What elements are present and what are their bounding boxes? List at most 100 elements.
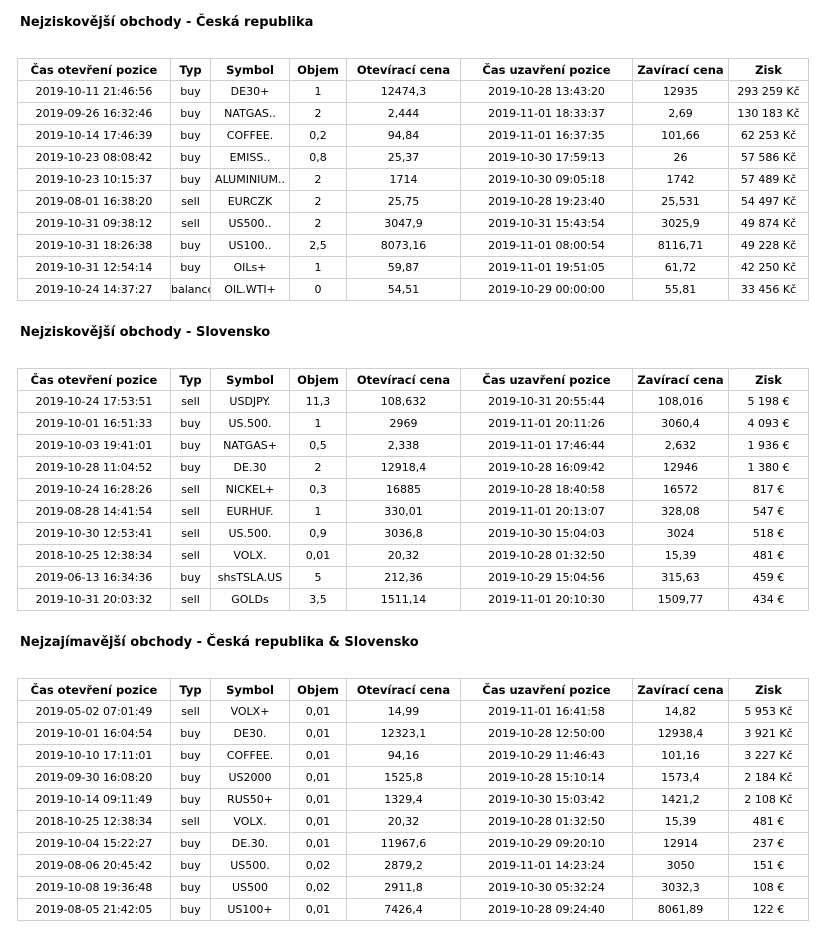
data-row: 2019-08-28 14:41:54 sell EURHUF. 1 330,01 201… [17, 500, 809, 523]
cell: 2019-10-30 05:32:24 [460, 876, 633, 899]
cell: buy [170, 788, 211, 811]
data-row: 2019-09-30 16:08:20 buy US2000 0,01 1525,8 20… [17, 766, 809, 789]
cell: 49 874 Kč [728, 212, 809, 235]
cell: 817 € [728, 478, 809, 501]
cell: 2019-11-01 17:46:44 [460, 434, 633, 457]
cell: 94,16 [346, 744, 461, 767]
cell: 2 [289, 212, 347, 235]
cell: sell [170, 588, 211, 611]
cell: 108,016 [632, 390, 729, 413]
cell: 1525,8 [346, 766, 461, 789]
cell: 12914 [632, 832, 729, 855]
cell: buy [170, 102, 211, 125]
cell: 2019-10-30 09:05:18 [460, 168, 633, 191]
cell: 0,01 [289, 766, 347, 789]
cell: 547 € [728, 500, 809, 523]
cell: buy [170, 876, 211, 899]
cell: 2019-10-24 16:28:26 [17, 478, 171, 501]
header-cell: Symbol [210, 678, 290, 701]
cell: 14,82 [632, 700, 729, 723]
trades-table: Čas otevření pozice Typ Symbol Objem Otevíra… [17, 58, 809, 301]
cell: 151 € [728, 854, 809, 877]
cell: 2019-11-01 20:11:26 [460, 412, 633, 435]
cell: 42 250 Kč [728, 256, 809, 279]
cell: buy [170, 766, 211, 789]
cell: 2 [289, 168, 347, 191]
cell: 2019-11-01 16:37:35 [460, 124, 633, 147]
cell: GOLDs [210, 588, 290, 611]
cell: buy [170, 456, 211, 479]
cell: 33 456 Kč [728, 278, 809, 301]
cell: 2019-10-29 09:20:10 [460, 832, 633, 855]
cell: 2019-10-28 11:04:52 [17, 456, 171, 479]
data-row: 2019-10-24 14:37:27 balance OIL.WTI+ 0 54,51… [17, 278, 809, 301]
cell: DE30+ [210, 80, 290, 103]
cell: 5 [289, 566, 347, 589]
cell: 20,32 [346, 544, 461, 567]
header-cell: Čas otevření pozice [17, 678, 171, 701]
cell: 2 108 Kč [728, 788, 809, 811]
cell: OIL.WTI+ [210, 278, 290, 301]
cell: 7426,4 [346, 898, 461, 921]
cell: 2969 [346, 412, 461, 435]
cell: 0,01 [289, 722, 347, 745]
cell: 12323,1 [346, 722, 461, 745]
cell: EURCZK [210, 190, 290, 213]
section-title: Nejziskovější obchody - Česká republika [20, 15, 314, 30]
cell: 2019-10-29 11:46:43 [460, 744, 633, 767]
data-row: 2019-10-24 16:28:26 sell NICKEL+ 0,3 16885 20… [17, 478, 809, 501]
data-row: 2019-10-03 19:41:01 buy NATGAS+ 0,5 2,338 201… [17, 434, 809, 457]
header-cell: Objem [289, 58, 347, 81]
cell: 2019-10-31 20:55:44 [460, 390, 633, 413]
cell: 14,99 [346, 700, 461, 723]
cell: buy [170, 854, 211, 877]
data-row: 2019-06-13 16:34:36 buy shsTSLA.US 5 212,36 2… [17, 566, 809, 589]
cell: 49 228 Kč [728, 234, 809, 257]
cell: US2000 [210, 766, 290, 789]
cell: 518 € [728, 522, 809, 545]
cell: 2019-10-28 15:10:14 [460, 766, 633, 789]
cell: 2019-10-31 09:38:12 [17, 212, 171, 235]
cell: 2019-11-01 18:33:37 [460, 102, 633, 125]
cell: 2019-10-30 12:53:41 [17, 522, 171, 545]
cell: 3 921 Kč [728, 722, 809, 745]
header-cell: Zisk [728, 678, 809, 701]
cell: 57 586 Kč [728, 146, 809, 169]
cell: 2019-10-14 17:46:39 [17, 124, 171, 147]
cell: buy [170, 146, 211, 169]
cell: 2 184 Kč [728, 766, 809, 789]
cell: 20,32 [346, 810, 461, 833]
cell: 2019-10-23 08:08:42 [17, 146, 171, 169]
cell: 2019-10-04 15:22:27 [17, 832, 171, 855]
header-cell: Čas otevření pozice [17, 58, 171, 81]
data-row: 2019-10-14 09:11:49 buy RUS50+ 0,01 1329,4 20… [17, 788, 809, 811]
header-cell: Typ [170, 368, 211, 391]
cell: 2019-09-30 16:08:20 [17, 766, 171, 789]
cell: US100+ [210, 898, 290, 921]
cell: US500. [210, 854, 290, 877]
cell: 11,3 [289, 390, 347, 413]
header-cell: Otevírací cena [346, 678, 461, 701]
data-row: 2019-10-23 10:15:37 buy ALUMINIUM.. 2 1714 20… [17, 168, 809, 191]
cell: sell [170, 212, 211, 235]
data-row: 2019-10-08 19:36:48 buy US500 0,02 2911,8 201… [17, 876, 809, 899]
cell: 2019-10-23 10:15:37 [17, 168, 171, 191]
cell: 3025,9 [632, 212, 729, 235]
cell: buy [170, 168, 211, 191]
data-row: 2019-10-14 17:46:39 buy COFFEE. 0,2 94,84 201… [17, 124, 809, 147]
section: Nejziskovější obchody - Slovensko Čas ote… [0, 310, 822, 620]
cell: 2,444 [346, 102, 461, 125]
cell: 2018-10-25 12:38:34 [17, 544, 171, 567]
cell: VOLX. [210, 810, 290, 833]
cell: 2019-10-24 17:53:51 [17, 390, 171, 413]
cell: 2019-10-28 13:43:20 [460, 80, 633, 103]
cell: 2019-10-28 12:50:00 [460, 722, 633, 745]
cell: 2018-10-25 12:38:34 [17, 810, 171, 833]
cell: 293 259 Kč [728, 80, 809, 103]
cell: 130 183 Kč [728, 102, 809, 125]
cell: 25,531 [632, 190, 729, 213]
cell: sell [170, 478, 211, 501]
cell: 12946 [632, 456, 729, 479]
cell: 122 € [728, 898, 809, 921]
cell: sell [170, 390, 211, 413]
